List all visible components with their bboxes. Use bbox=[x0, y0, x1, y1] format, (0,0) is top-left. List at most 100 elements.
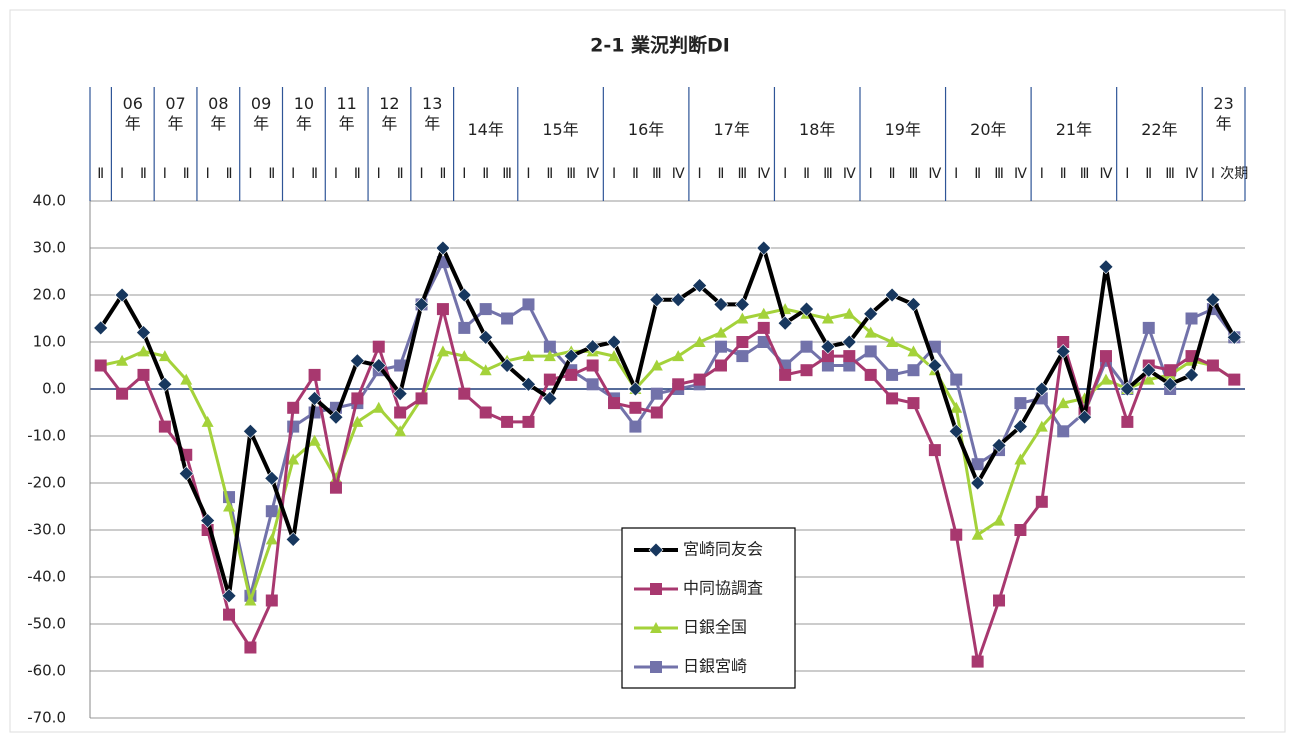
x-tick-label: Ⅱ bbox=[354, 166, 361, 182]
marker bbox=[157, 376, 173, 392]
marker bbox=[1119, 381, 1135, 397]
year-label: 13年 bbox=[422, 94, 443, 133]
marker bbox=[864, 345, 877, 358]
x-tick-label: Ⅰ bbox=[1040, 166, 1044, 182]
marker bbox=[1164, 364, 1177, 377]
x-tick-label: Ⅰ bbox=[334, 166, 338, 182]
x-tick-label: Ⅲ bbox=[566, 166, 576, 182]
marker bbox=[864, 326, 877, 338]
marker bbox=[522, 350, 535, 362]
marker bbox=[820, 339, 836, 355]
year-label: 20年 bbox=[970, 120, 1007, 139]
x-tick-label: Ⅰ bbox=[1125, 166, 1129, 182]
year-label: 08年 bbox=[208, 94, 229, 133]
marker bbox=[777, 315, 793, 331]
marker bbox=[991, 437, 1007, 453]
year-label: 21年 bbox=[1055, 120, 1093, 139]
marker bbox=[863, 306, 879, 322]
x-tick-label: Ⅰ bbox=[869, 166, 873, 182]
marker bbox=[479, 406, 492, 419]
x-tick-label: Ⅲ bbox=[1080, 166, 1090, 182]
x-tick-label: Ⅱ bbox=[439, 166, 446, 182]
marker bbox=[693, 373, 706, 386]
marker bbox=[821, 359, 834, 372]
x-tick-label: Ⅰ bbox=[291, 166, 295, 182]
marker bbox=[971, 458, 984, 471]
marker bbox=[693, 336, 706, 347]
x-tick-label: Ⅱ bbox=[803, 166, 810, 182]
marker bbox=[265, 533, 278, 545]
x-tick-label: Ⅱ bbox=[718, 166, 725, 182]
marker bbox=[1205, 292, 1221, 308]
marker bbox=[672, 378, 685, 391]
marker bbox=[242, 423, 258, 439]
marker bbox=[586, 359, 599, 372]
y-tick-label: -50.0 bbox=[27, 615, 66, 633]
marker bbox=[522, 298, 535, 311]
marker bbox=[285, 531, 301, 547]
x-tick-label: Ⅱ bbox=[482, 166, 489, 182]
year-label: 14年 bbox=[467, 120, 504, 139]
y-tick-label: 40.0 bbox=[33, 192, 66, 210]
marker bbox=[649, 292, 665, 308]
x-tick-label: Ⅰ bbox=[783, 166, 787, 182]
marker bbox=[1142, 373, 1155, 385]
marker bbox=[714, 326, 727, 338]
marker bbox=[265, 505, 278, 518]
year-label: 06年 bbox=[122, 94, 143, 133]
marker bbox=[458, 350, 471, 362]
marker bbox=[927, 358, 943, 373]
marker bbox=[1035, 495, 1048, 508]
marker bbox=[586, 378, 599, 391]
x-tick-label: Ⅱ bbox=[974, 166, 981, 182]
year-label: 18年 bbox=[799, 120, 836, 139]
marker bbox=[329, 481, 342, 494]
marker bbox=[821, 312, 834, 324]
marker bbox=[843, 350, 856, 363]
marker bbox=[200, 513, 216, 529]
year-label: 17年 bbox=[713, 120, 750, 139]
year-label: 10年 bbox=[293, 94, 315, 133]
marker bbox=[970, 475, 986, 491]
marker bbox=[1142, 321, 1155, 334]
marker bbox=[1226, 329, 1242, 345]
marker bbox=[841, 334, 857, 350]
marker bbox=[565, 368, 578, 381]
marker bbox=[886, 368, 899, 381]
marker bbox=[971, 528, 984, 540]
x-tick-label: Ⅱ bbox=[140, 166, 147, 182]
y-tick-label: 0.0 bbox=[42, 380, 66, 398]
x-tick-label: Ⅱ bbox=[226, 166, 233, 182]
y-tick-label: 10.0 bbox=[33, 333, 66, 351]
marker bbox=[906, 296, 921, 312]
marker bbox=[287, 453, 300, 465]
x-tick-label: Ⅱ bbox=[311, 166, 318, 182]
marker bbox=[136, 325, 151, 341]
year-label: 22年 bbox=[1141, 120, 1178, 139]
marker bbox=[1162, 376, 1178, 392]
x-tick-label: Ⅰ bbox=[526, 166, 530, 182]
marker bbox=[800, 364, 813, 377]
marker bbox=[756, 240, 772, 256]
series-line bbox=[99, 307, 1236, 664]
x-tick-label: Ⅱ bbox=[397, 166, 404, 182]
marker bbox=[287, 401, 300, 414]
marker bbox=[1035, 420, 1048, 432]
marker bbox=[993, 514, 1006, 526]
marker bbox=[501, 415, 514, 428]
marker bbox=[287, 420, 300, 433]
x-tick-label: Ⅰ bbox=[248, 166, 252, 182]
marker bbox=[543, 350, 556, 362]
marker bbox=[501, 312, 514, 325]
marker bbox=[734, 296, 750, 312]
marker bbox=[372, 401, 385, 413]
year-label: 15年 bbox=[542, 120, 579, 139]
marker bbox=[1057, 397, 1070, 409]
x-tick-label: Ⅳ bbox=[843, 166, 856, 182]
marker bbox=[948, 423, 964, 439]
marker bbox=[221, 588, 237, 604]
marker bbox=[1228, 373, 1241, 386]
marker bbox=[137, 368, 150, 381]
